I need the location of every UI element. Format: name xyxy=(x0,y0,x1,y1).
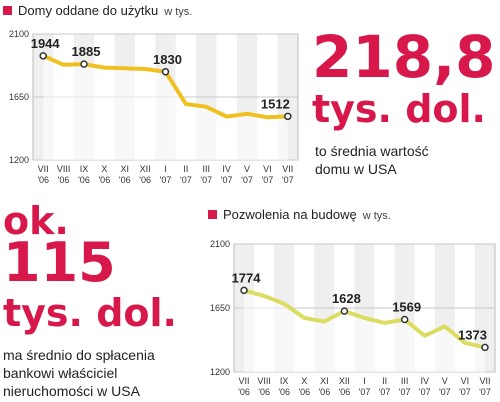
chart1-labeled-point xyxy=(161,68,170,76)
chart1-xtick-year: '06 xyxy=(139,175,151,185)
chart2-data-label: 1569 xyxy=(392,300,421,315)
chart1-ytick-label: 2100 xyxy=(9,29,29,39)
caption-line: nieruchomości w USA xyxy=(3,383,140,399)
chart2-xtick-label: II xyxy=(382,376,387,386)
chart1-unit: w tys. xyxy=(164,6,193,18)
chart2-xtick-label: VI xyxy=(461,376,470,386)
chart1-ytick-label: 1650 xyxy=(9,92,29,102)
chart1-xtick-label: II xyxy=(183,164,188,174)
chart1-title: Domy oddane do użytku xyxy=(18,3,159,18)
chart1-xtick-year: '07 xyxy=(180,175,192,185)
chart2-labeled-point xyxy=(481,343,489,352)
chart1-ytick-label: 1200 xyxy=(9,155,29,165)
chart2-ytick-label: 1650 xyxy=(210,303,230,313)
chart1-xtick-label: VII xyxy=(38,164,49,174)
chart1-labeled-point xyxy=(284,112,292,121)
chart2-labeled-point xyxy=(240,286,248,295)
chart1-xtick-label: VII xyxy=(282,164,293,174)
chart2-xtick-year: '06 xyxy=(318,387,330,397)
accent-square-icon xyxy=(3,6,12,15)
chart1-xtick-label: I xyxy=(164,164,167,174)
chart2-xtick-year: '07 xyxy=(439,387,451,397)
chart2-xtick-year: '06 xyxy=(238,387,250,397)
chart1-xtick-label: X xyxy=(101,164,107,174)
chart1-xtick-year: '06 xyxy=(58,175,70,185)
chart2-title-row: Pozwolenia na budowę w tys. xyxy=(208,207,391,222)
caption-line: to średnia wartość xyxy=(315,143,429,159)
caption-line: ma średnio do spłacenia xyxy=(3,347,155,363)
debt-caption: ma średnio do spłacenia bankowi właścici… xyxy=(3,346,155,400)
chart2-data-label: 1628 xyxy=(332,291,361,306)
chart1-data-label: 1512 xyxy=(261,96,290,111)
chart2-xtick-label: XI xyxy=(320,376,329,386)
chart2-area-fill xyxy=(244,290,485,372)
chart2-xtick-label: IV xyxy=(420,376,429,386)
chart2-xtick-label: XII xyxy=(339,376,350,386)
chart1-xtick-label: III xyxy=(203,164,211,174)
big-number-value: 218,8 xyxy=(312,23,496,91)
chart1-xtick-year: '06 xyxy=(119,175,131,185)
chart1-labeled-point xyxy=(39,52,47,60)
chart1-area-fill xyxy=(43,55,288,161)
chart2-xtick-year: '06 xyxy=(298,387,310,397)
debt-prefix: ok. xyxy=(3,199,69,243)
chart1-xtick-label: XI xyxy=(120,164,129,174)
chart2-xtick-label: IX xyxy=(280,376,289,386)
chart1-xtick-year: '06 xyxy=(37,175,49,185)
chart2-data-label: 1774 xyxy=(232,270,262,285)
chart1-xtick-year: '07 xyxy=(200,175,212,185)
chart1-xtick-label: XII xyxy=(140,164,151,174)
chart1-xtick-label: IV xyxy=(222,164,231,174)
chart2-xtick-year: '07 xyxy=(399,387,411,397)
chart1-xtick-label: V xyxy=(244,164,250,174)
big-number-caption: to średnia wartość domu w USA xyxy=(315,142,429,178)
chart1-data-label: 1885 xyxy=(72,44,101,59)
chart2-data-label: 1373 xyxy=(458,327,487,342)
chart1-xtick-year: '07 xyxy=(241,175,253,185)
chart2-xtick-year: '07 xyxy=(419,387,431,397)
chart1-xtick-year: '07 xyxy=(221,175,233,185)
chart2-title: Pozwolenia na budowę xyxy=(223,207,357,222)
chart2-ytick-label: 2100 xyxy=(210,239,230,249)
chart1-houses-completed: 1200165021001944188518301512VII'06VIII'0… xyxy=(9,29,299,185)
chart1-xtick-year: '07 xyxy=(160,175,172,185)
chart1-labeled-point xyxy=(80,60,88,68)
chart1-xtick-label: IX xyxy=(80,164,89,174)
chart2-xtick-label: V xyxy=(442,376,448,386)
chart1-xtick-label: VIII xyxy=(57,164,71,174)
big-number-unit: tys. dol. xyxy=(312,87,486,131)
chart2-labeled-point xyxy=(340,307,349,315)
chart2-building-permits: 1200165021001774162815691373VII'06VIII'0… xyxy=(210,239,496,397)
accent-square-icon xyxy=(208,210,217,219)
chart2-ytick-label: 1200 xyxy=(210,367,230,377)
chart2-xtick-label: III xyxy=(401,376,409,386)
debt-unit: tys. dol. xyxy=(3,291,177,335)
chart2-labeled-point xyxy=(400,315,409,324)
chart1-xtick-year: '07 xyxy=(262,175,274,185)
chart1-data-label: 1830 xyxy=(153,52,182,67)
chart2-xtick-year: '07 xyxy=(359,387,371,397)
caption-line: domu w USA xyxy=(315,161,397,177)
chart2-xtick-year: '07 xyxy=(459,387,471,397)
chart2-unit: w tys. xyxy=(362,210,391,222)
chart2-xtick-label: X xyxy=(301,376,307,386)
chart2-xtick-year: '07 xyxy=(379,387,391,397)
chart1-xtick-year: '07 xyxy=(282,175,294,185)
chart2-xtick-label: VIII xyxy=(257,376,271,386)
chart2-xtick-year: '06 xyxy=(258,387,270,397)
chart1-xtick-year: '06 xyxy=(98,175,110,185)
debt-value: 115 xyxy=(3,231,116,294)
chart2-xtick-label: VII xyxy=(239,376,250,386)
chart1-title-row: Domy oddane do użytku w tys. xyxy=(3,3,192,18)
caption-line: bankowi właściciel xyxy=(3,365,118,381)
chart2-xtick-year: '06 xyxy=(278,387,290,397)
chart2-xtick-label: VII xyxy=(479,376,490,386)
chart2-xtick-year: '07 xyxy=(479,387,491,397)
chart2-xtick-label: I xyxy=(363,376,366,386)
chart2-xtick-year: '06 xyxy=(339,387,351,397)
chart1-xtick-year: '06 xyxy=(78,175,90,185)
chart1-data-label: 1944 xyxy=(31,36,61,51)
chart1-xtick-label: VI xyxy=(263,164,272,174)
